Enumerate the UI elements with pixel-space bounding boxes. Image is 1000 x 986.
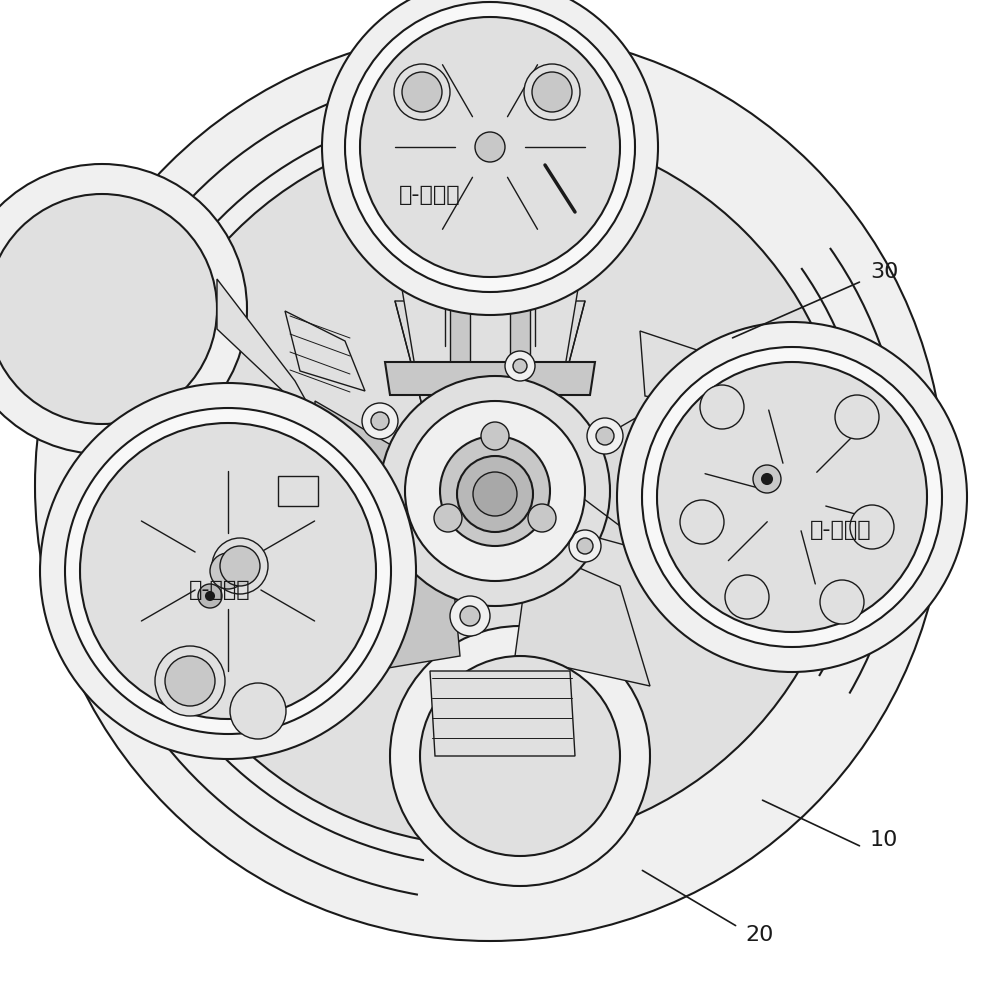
Polygon shape [395, 302, 585, 437]
Circle shape [587, 419, 623, 455]
Text: 20: 20 [745, 924, 773, 944]
Polygon shape [510, 297, 530, 437]
Circle shape [524, 65, 580, 121]
Circle shape [230, 683, 286, 740]
Circle shape [0, 165, 247, 455]
Circle shape [569, 530, 601, 562]
Polygon shape [515, 546, 650, 686]
Circle shape [753, 465, 781, 494]
Circle shape [450, 597, 490, 636]
Circle shape [820, 581, 864, 624]
Circle shape [577, 538, 593, 554]
Circle shape [402, 73, 442, 112]
Circle shape [762, 474, 772, 484]
Polygon shape [430, 671, 575, 756]
Circle shape [35, 32, 945, 941]
Circle shape [220, 546, 260, 587]
Circle shape [473, 472, 517, 517]
Circle shape [206, 593, 214, 600]
Circle shape [440, 437, 550, 546]
Circle shape [345, 3, 635, 293]
Circle shape [657, 363, 927, 632]
Circle shape [394, 65, 450, 121]
Circle shape [725, 576, 769, 619]
Circle shape [155, 647, 225, 716]
Circle shape [596, 428, 614, 446]
Circle shape [513, 360, 527, 374]
Circle shape [210, 553, 246, 590]
Circle shape [460, 606, 480, 626]
Circle shape [371, 412, 389, 431]
Circle shape [481, 423, 509, 451]
Circle shape [360, 18, 620, 278]
Circle shape [198, 585, 222, 608]
Circle shape [680, 501, 724, 544]
Circle shape [80, 424, 376, 719]
Polygon shape [640, 331, 705, 406]
Polygon shape [278, 476, 318, 507]
Polygon shape [217, 280, 320, 427]
Circle shape [405, 401, 585, 582]
Circle shape [322, 0, 658, 316]
Circle shape [165, 657, 215, 706]
Polygon shape [285, 312, 365, 391]
Circle shape [642, 348, 942, 648]
Circle shape [420, 657, 620, 856]
Text: 上-活动缸: 上-活动缸 [399, 184, 461, 205]
Text: 10: 10 [870, 829, 898, 849]
Text: 右-活动缸: 右-活动缸 [810, 520, 872, 539]
Circle shape [700, 386, 744, 430]
Circle shape [212, 538, 268, 595]
Circle shape [835, 395, 879, 440]
Circle shape [65, 408, 391, 735]
Circle shape [850, 506, 894, 549]
Circle shape [528, 505, 556, 532]
Circle shape [388, 559, 402, 574]
Circle shape [362, 403, 398, 440]
Polygon shape [385, 363, 595, 395]
Text: 30: 30 [870, 261, 898, 282]
Circle shape [475, 133, 505, 163]
Circle shape [457, 457, 533, 532]
Circle shape [390, 626, 650, 886]
Circle shape [434, 505, 462, 532]
Polygon shape [450, 297, 470, 437]
Polygon shape [400, 278, 580, 368]
Circle shape [380, 551, 410, 582]
Polygon shape [260, 592, 350, 716]
Circle shape [617, 322, 967, 672]
Polygon shape [340, 546, 460, 676]
Text: 前-活动缸: 前-活动缸 [189, 580, 251, 599]
Circle shape [380, 377, 610, 606]
Circle shape [532, 73, 572, 112]
Circle shape [40, 384, 416, 759]
Circle shape [0, 195, 217, 425]
Polygon shape [555, 401, 665, 556]
Circle shape [130, 127, 850, 846]
Circle shape [505, 352, 535, 382]
Polygon shape [315, 401, 425, 556]
